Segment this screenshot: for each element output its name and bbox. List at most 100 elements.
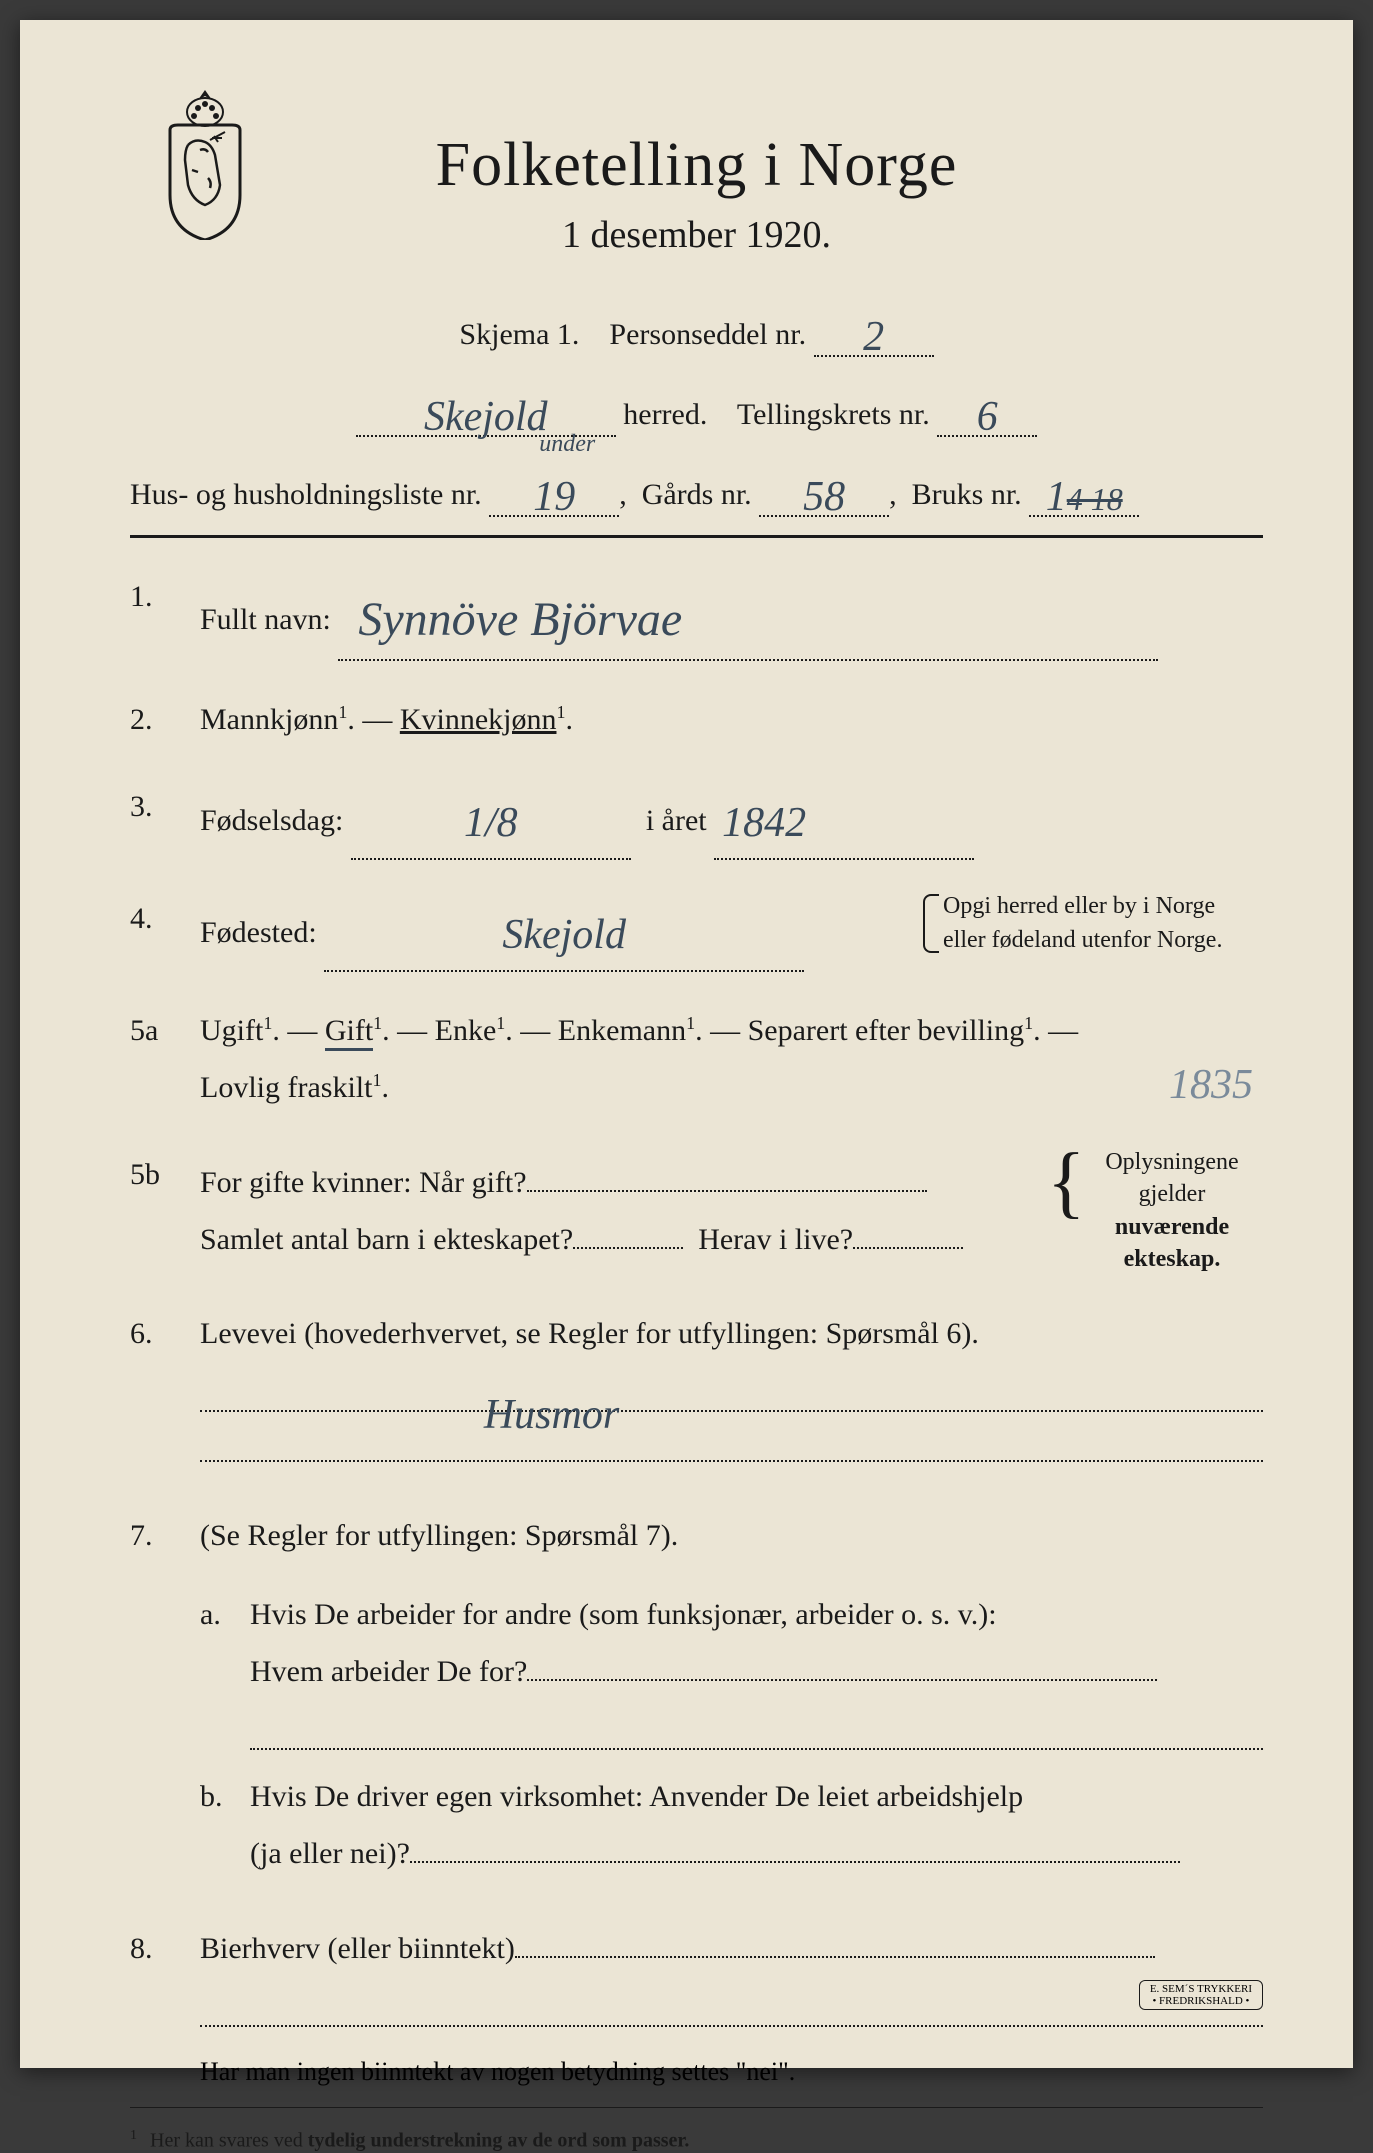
q8-num: 8. (130, 1920, 200, 2027)
q7b-l1: Hvis De driver egen virksomhet: Anvender… (250, 1768, 1263, 1825)
footnote: 1 Her kan svares ved tydelig understrekn… (130, 2128, 1263, 2153)
q8-line2 (200, 1985, 1263, 2027)
q2-mann: Mannkjønn (200, 703, 338, 736)
q6-value: Husmor (484, 1392, 619, 1438)
q1-value: Synnöve Björvae (358, 593, 682, 646)
printer-stamp: E. SEM´S TRYKKERI • FREDRIKSHALD • (1139, 1980, 1263, 2010)
q7: 7. (Se Regler for utfyllingen: Spørsmål … (130, 1507, 1263, 1890)
personseddel-nr: 2 (863, 314, 884, 360)
q5b-note: Oplysningene gjelder nuværende ekteskap. (1053, 1146, 1263, 1276)
stamp-l1: E. SEM´S TRYKKERI (1150, 1983, 1252, 1995)
q5b-num: 5b (130, 1146, 200, 1276)
q3: 3. Fødselsdag: 1/8 i året 1842 (130, 778, 1263, 860)
q5a-num: 5a (130, 1002, 200, 1116)
q3-day: 1/8 (464, 800, 518, 846)
q3-day-field: 1/8 (351, 778, 631, 860)
q5a: 5a Ugift1. — Gift1. — Enke1. — Enkemann1… (130, 1002, 1263, 1116)
q2: 2. Mannkjønn1. — Kvinnekjønn1. (130, 691, 1263, 748)
q6-label: Levevei (hovederhvervet, se Regler for u… (200, 1317, 979, 1350)
q1-field: Synnöve Björvae (338, 568, 1158, 661)
skjema-label: Skjema 1. (459, 318, 579, 351)
q7b: b. Hvis De driver egen virksomhet: Anven… (200, 1768, 1263, 1882)
gards-nr: 58 (803, 474, 845, 520)
q4-note-l1: Opgi herred eller by i Norge (943, 890, 1263, 924)
tellingskrets-nr: 6 (977, 394, 998, 440)
herred-line: Skejold herred. Tellingskrets nr. 6 (130, 387, 1263, 437)
q6: 6. Levevei (hovederhvervet, se Regler fo… (130, 1305, 1263, 1462)
q8-label: Bierhverv (eller biinntekt) (200, 1932, 515, 1965)
q2-kvinne: Kvinnekjønn (400, 703, 557, 736)
q5b-l2: Samlet antal barn i ekteskapet? (200, 1223, 573, 1256)
q3-year-field: 1842 (714, 778, 974, 860)
q7b-l2: (ja eller nei)? (250, 1837, 410, 1870)
q6-num: 6. (130, 1305, 200, 1462)
q7a-letter: a. (200, 1586, 250, 1750)
hus-line: Hus- og husholdningsliste nr. under 19 ,… (130, 467, 1263, 517)
coat-of-arms-icon (150, 90, 260, 240)
q5a-margin-value: 1835 (1169, 1046, 1253, 1126)
tellingskrets-field: 6 (937, 387, 1037, 437)
divider-bottom (130, 2107, 1263, 2108)
q4-note-l2: eller fødeland utenfor Norge. (943, 924, 1263, 958)
bruks-label: Bruks nr. (912, 478, 1022, 511)
personseddel-label: Personseddel nr. (609, 318, 806, 351)
q4-value: Skejold (502, 912, 626, 958)
q7a-l1: Hvis De arbeider for andre (som funksjon… (250, 1586, 1263, 1643)
q5a-enke: Enke (435, 1014, 497, 1047)
q5a-ugift: Ugift (200, 1014, 263, 1047)
q7a: a. Hvis De arbeider for andre (som funks… (200, 1586, 1263, 1750)
q4-note: Opgi herred eller by i Norge eller fødel… (923, 890, 1263, 957)
q5a-lovlig: Lovlig fraskilt (200, 1071, 372, 1104)
gards-field: 58 (759, 467, 889, 517)
q2-num: 2. (130, 691, 200, 748)
q7-num: 7. (130, 1507, 200, 1890)
stamp-l2: • FREDRIKSHALD • (1150, 1995, 1252, 2007)
q3-label: Fødselsdag: (200, 804, 343, 837)
divider-top (130, 535, 1263, 538)
q6-field-2 (200, 1420, 1263, 1462)
q5a-separert: Separert efter bevilling (748, 1014, 1025, 1047)
q5b-l2-mid: Herav i live? (698, 1223, 853, 1256)
q5b: 5b For gifte kvinner: Når gift? Samlet a… (130, 1146, 1263, 1276)
tellingskrets-label: Tellingskrets nr. (737, 398, 930, 431)
q5a-enkemann: Enkemann (558, 1014, 686, 1047)
q3-num: 3. (130, 778, 200, 860)
q2-sep: . — (347, 703, 400, 736)
hus-nr: 19 (533, 474, 575, 520)
main-title: Folketelling i Norge (130, 130, 1263, 201)
q6-field: Husmor (200, 1370, 1263, 1412)
q8: 8. Bierhverv (eller biinntekt) (130, 1920, 1263, 2027)
herred-field: Skejold (356, 387, 616, 437)
q4: 4. Fødested: Skejold Opgi herred eller b… (130, 890, 1263, 972)
bruks-nr: 1 (1046, 474, 1067, 520)
q2-trail: . (565, 703, 573, 736)
q4-field: Skejold (324, 890, 804, 972)
hus-nr-field: under 19 (489, 467, 619, 517)
q5a-gift: Gift (325, 1014, 373, 1051)
bruks-nr-struck: 4 18 (1067, 481, 1123, 517)
q3-year: 1842 (722, 800, 806, 846)
q3-mid: i året (646, 804, 707, 837)
title-block: Folketelling i Norge 1 desember 1920. (130, 130, 1263, 257)
form-header: Folketelling i Norge 1 desember 1920. (130, 130, 1263, 257)
q7-intro: (Se Regler for utfyllingen: Spørsmål 7). (200, 1507, 1263, 1564)
q4-num: 4. (130, 890, 200, 972)
q7a-line2 (250, 1708, 1263, 1750)
bruks-field: 14 18 (1029, 467, 1139, 517)
q5b-l1: For gifte kvinner: Når gift? (200, 1166, 527, 1199)
herred-label: herred. (623, 398, 707, 431)
herred-value: Skejold (424, 394, 548, 440)
q5b-note-l3: ekteskap. (1124, 1246, 1221, 1272)
footer-note: Har man ingen biinntekt av nogen betydni… (200, 2057, 1263, 2087)
q7a-l2: Hvem arbeider De for? (250, 1655, 527, 1688)
census-form-page: Folketelling i Norge 1 desember 1920. Sk… (20, 20, 1353, 2068)
skjema-line: Skjema 1. Personseddel nr. 2 (130, 307, 1263, 357)
gards-label: Gårds nr. (642, 478, 752, 511)
q1-num: 1. (130, 568, 200, 661)
subtitle-date: 1 desember 1920. (130, 213, 1263, 257)
personseddel-nr-field: 2 (814, 307, 934, 357)
q7b-letter: b. (200, 1768, 250, 1882)
q1: 1. Fullt navn: Synnöve Björvae (130, 568, 1263, 661)
q1-label: Fullt navn: (200, 603, 331, 636)
q5b-note-l1: Oplysningene (1081, 1146, 1263, 1178)
